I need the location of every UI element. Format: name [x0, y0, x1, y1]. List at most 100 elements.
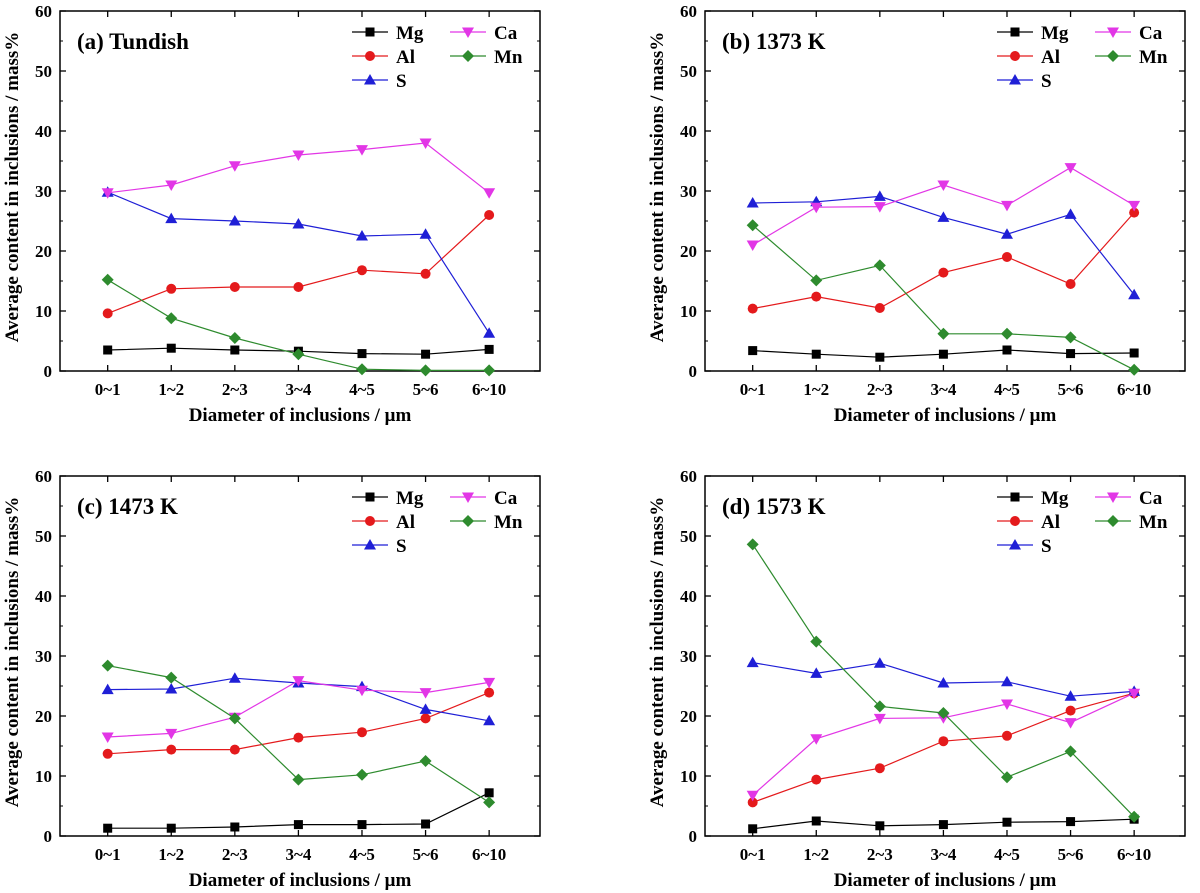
- data-point-al: [420, 713, 431, 724]
- x-tick-label: 4~5: [994, 380, 1020, 399]
- series-line-ca: [752, 166, 1135, 246]
- legend-label-s: S: [396, 536, 407, 557]
- data-point-al: [747, 797, 758, 808]
- data-point-mn: [746, 538, 759, 551]
- series-line-s: [107, 191, 490, 334]
- y-tick-label: 40: [35, 122, 52, 141]
- data-point-al: [356, 265, 367, 276]
- data-point-mg: [1002, 817, 1012, 827]
- data-point-mn: [355, 768, 368, 781]
- data-point-s: [746, 197, 759, 208]
- data-point-mg: [103, 345, 113, 355]
- data-point-mn: [228, 332, 241, 344]
- data-point-ca: [1000, 699, 1013, 710]
- legend-marker-al: [1010, 516, 1020, 526]
- data-point-ca: [810, 734, 823, 745]
- data-point-al: [747, 303, 758, 314]
- x-tick-label: 2~3: [222, 845, 248, 864]
- data-point-mn: [1000, 771, 1013, 784]
- y-tick-label: 30: [35, 647, 52, 666]
- x-tick-label: 0~1: [740, 380, 766, 399]
- data-point-mg: [421, 819, 431, 829]
- x-tick-label: 5~6: [413, 380, 439, 399]
- data-point-s: [873, 190, 886, 201]
- data-point-s: [165, 683, 178, 694]
- data-point-ca: [873, 713, 886, 725]
- y-tick-label: 40: [35, 587, 52, 606]
- data-point-mn: [101, 273, 114, 286]
- y-tick-label: 10: [35, 767, 52, 786]
- data-point-mg: [1066, 349, 1076, 359]
- data-point-mg: [166, 823, 176, 833]
- y-tick-label: 60: [35, 2, 52, 21]
- data-point-al: [484, 210, 495, 220]
- data-point-ca: [101, 188, 114, 199]
- x-tick-label: 5~6: [1058, 380, 1084, 399]
- data-point-s: [937, 677, 950, 688]
- x-tick-label: 4~5: [349, 845, 375, 864]
- x-tick-label: 3~4: [285, 380, 311, 399]
- data-point-al: [811, 291, 822, 302]
- data-point-s: [483, 714, 496, 726]
- legend-label-s: S: [396, 71, 407, 92]
- data-point-al: [102, 308, 113, 319]
- data-point-ca: [165, 728, 178, 740]
- x-tick-label: 2~3: [222, 380, 248, 399]
- legend-marker-s: [364, 539, 376, 550]
- data-point-al: [874, 763, 885, 774]
- plot-frame: [59, 10, 541, 372]
- data-point-s: [1000, 228, 1013, 239]
- legend-marker-mg: [1010, 492, 1020, 502]
- data-point-mg: [748, 824, 758, 834]
- y-tick-label: 40: [680, 587, 697, 606]
- legend-label-s: S: [1041, 536, 1052, 557]
- data-point-al: [293, 282, 304, 292]
- data-point-mn: [228, 712, 241, 725]
- x-axis-title: Diameter of inclusions / μm: [834, 405, 1057, 426]
- data-point-s: [483, 327, 496, 338]
- data-point-ca: [228, 161, 241, 172]
- data-point-al: [166, 283, 177, 294]
- data-point-mn: [1128, 810, 1141, 823]
- data-point-mg: [230, 345, 240, 355]
- data-point-mn: [1064, 745, 1077, 758]
- legend-marker-s: [1009, 74, 1021, 85]
- data-point-al: [1001, 730, 1012, 741]
- data-point-al: [229, 744, 240, 755]
- legend-label-mg: Mg: [396, 23, 424, 44]
- data-point-ca: [483, 677, 496, 689]
- y-axis-title: Average content in inclusions / mass%: [2, 497, 23, 808]
- plot-frame: [704, 10, 1186, 372]
- data-point-mn: [810, 274, 823, 287]
- data-point-ca: [355, 145, 368, 156]
- data-point-mn: [483, 796, 496, 809]
- legend-label-mn: Mn: [494, 47, 523, 68]
- data-point-mg: [1002, 345, 1012, 355]
- data-point-mg: [1129, 348, 1139, 358]
- chart-panel-1: 0 10 20 30 40 50 60 0~1 1~2 2~3 3~4 4~5 5~6 6~10 Diame…: [2, 2, 541, 426]
- data-point-mn: [101, 659, 114, 672]
- data-point-ca: [483, 188, 496, 199]
- legend-label-ca: Ca: [1139, 488, 1163, 509]
- y-tick-label: 0: [689, 827, 698, 846]
- legend-marker-mn: [462, 515, 474, 527]
- data-point-mn: [1000, 327, 1013, 340]
- y-tick-label: 60: [680, 467, 697, 486]
- y-axis-title: Average content in inclusions / mass%: [647, 32, 668, 343]
- data-point-s: [746, 656, 759, 668]
- data-point-mn: [746, 219, 759, 232]
- x-tick-label: 1~2: [158, 380, 184, 399]
- data-point-al: [102, 748, 113, 759]
- legend-marker-s: [1009, 539, 1021, 550]
- legend-label-ca: Ca: [494, 23, 518, 44]
- x-tick-label: 1~2: [158, 845, 184, 864]
- x-axis-title: Diameter of inclusions / μm: [189, 870, 412, 891]
- legend-label-al: Al: [1041, 512, 1060, 533]
- x-tick-label: 6~10: [1117, 380, 1151, 399]
- data-point-mn: [165, 312, 178, 325]
- data-point-mg: [230, 822, 240, 832]
- data-point-al: [484, 687, 495, 698]
- data-point-ca: [1128, 200, 1141, 212]
- data-point-mn: [873, 259, 886, 272]
